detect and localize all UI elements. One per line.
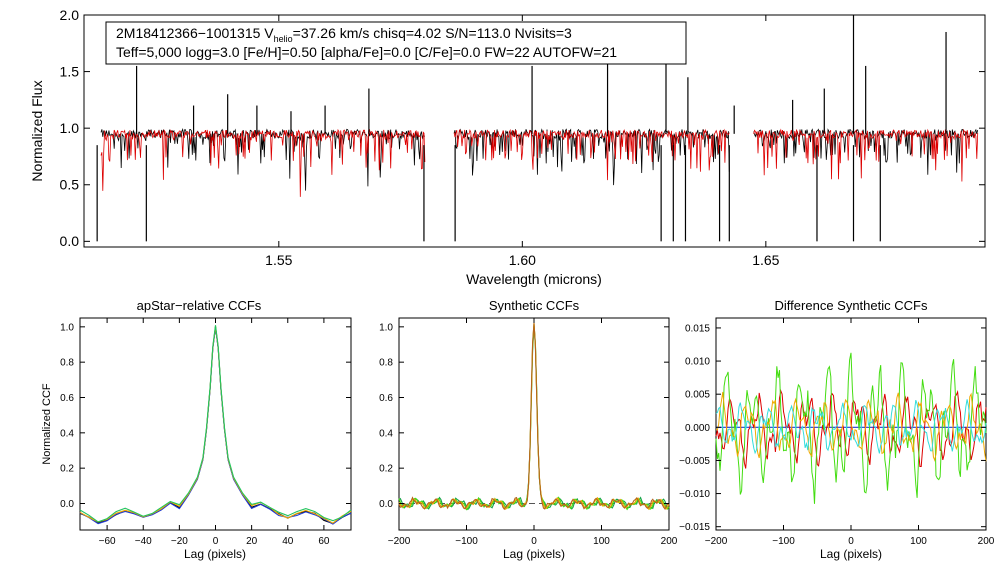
apstar-frame — [79, 317, 352, 531]
synthetic-ticks: −200 −100 0 100 200 0.0 0.2 0.4 0.6 0.8 1.0 — [379, 318, 678, 547]
x-tick-label: 40 — [282, 536, 294, 547]
apstar-ccf-blue — [79, 327, 352, 525]
spectrum-ticks: 1.55 1.60 1.65 0.0 0.5 1.0 1.5 2.0 — [60, 7, 985, 268]
apstar-ccf-black — [79, 326, 352, 525]
synthetic-xlabel: Lag (pixels) — [503, 547, 565, 561]
x-tick-label: −60 — [99, 536, 116, 547]
annotation-velocity: =37.26 km/s chisq=4.02 S/N=113.0 Nvisits… — [293, 25, 572, 41]
synthetic-ccf-brown — [398, 323, 670, 511]
spectrum-lines — [96, 15, 979, 242]
x-tick-label: 100 — [910, 536, 927, 547]
y-tick-label: 0.000 — [685, 423, 710, 434]
y-tick-label: 0.0 — [60, 233, 80, 249]
x-tick-label: 0 — [213, 536, 219, 547]
synthetic-ccf-green2 — [398, 326, 670, 511]
y-tick-label: −0.010 — [679, 489, 710, 500]
apstar-lines — [79, 325, 352, 525]
x-tick-label: 100 — [593, 536, 610, 547]
y-tick-label: −0.005 — [679, 456, 710, 467]
spectrum-xlabel: Wavelength (microns) — [466, 271, 602, 287]
difference-panel: Difference Synthetic CCFs −200 −100 0 100 20… — [679, 298, 995, 561]
annotation-helio-subscript: helio — [274, 34, 293, 44]
y-tick-label: 1.0 — [379, 322, 393, 333]
spectrum-ylabel: Normalized Flux — [29, 80, 45, 181]
y-tick-label: 2.0 — [60, 7, 80, 23]
y-tick-label: −0.015 — [679, 522, 710, 533]
apstar-xlabel: Lag (pixels) — [184, 547, 246, 561]
difference-lines — [715, 352, 987, 504]
y-tick-label: 1.0 — [60, 120, 80, 136]
x-tick-label: 200 — [661, 536, 678, 547]
difference-xlabel: Lag (pixels) — [820, 547, 882, 561]
difference-ticks: −200 −100 0 100 200 −0.015 −0.010 −0.005 0.000 0.… — [679, 318, 995, 547]
synthetic-title: Synthetic CCFs — [489, 298, 580, 313]
annotation-box — [105, 21, 687, 65]
annotation-line-2: Teff=5,000 logg=3.0 [Fe/H]=0.50 [alpha/F… — [116, 44, 617, 60]
annotation-line-1: 2M18412366−1001315 Vhelio=37.26 km/s chi… — [116, 25, 572, 44]
x-tick-label: −40 — [135, 536, 152, 547]
synthetic-ccf-orange — [398, 322, 670, 511]
y-tick-label: 0.0 — [60, 499, 74, 510]
x-tick-label: −100 — [772, 536, 795, 547]
difference-ccf-orange — [715, 391, 987, 462]
annotation-star-id: 2M18412366−1001315 V — [116, 25, 274, 41]
difference-ccf-cyan — [715, 399, 987, 455]
spectrum-red-line — [100, 128, 979, 197]
apstar-title: apStar−relative CCFs — [137, 298, 262, 313]
apstar-panel: apStar−relative CCFs −60 −40 −20 0 20 40 60 0.0… — [41, 298, 352, 561]
synthetic-panel: Synthetic CCFs −200 −100 0 100 200 0.0 0.2 0.4 0… — [379, 298, 678, 561]
y-tick-label: 0.6 — [60, 393, 74, 404]
x-tick-label: 200 — [978, 536, 995, 547]
y-tick-label: 0.010 — [685, 357, 710, 368]
y-tick-label: 0.8 — [379, 358, 393, 369]
x-tick-label: −20 — [171, 536, 188, 547]
y-tick-label: 1.0 — [60, 322, 74, 333]
x-tick-label: 20 — [246, 536, 258, 547]
spectrum-panel: 1.55 1.60 1.65 0.0 0.5 1.0 1.5 2.0 2M18412366−1… — [29, 7, 986, 287]
y-tick-label: 1.5 — [60, 63, 80, 79]
difference-ccf-lime — [715, 352, 987, 504]
synthetic-lines — [398, 322, 670, 511]
x-tick-label: 60 — [318, 536, 330, 547]
y-tick-label: 0.2 — [60, 464, 74, 475]
y-tick-label: 0.2 — [379, 464, 393, 475]
y-tick-label: 0.0 — [379, 499, 393, 510]
y-tick-label: 0.4 — [60, 428, 74, 439]
y-tick-label: 0.8 — [60, 358, 74, 369]
x-tick-label: 1.65 — [752, 252, 779, 268]
x-tick-label: −100 — [455, 536, 478, 547]
y-tick-label: 0.005 — [685, 390, 710, 401]
x-tick-label: −200 — [388, 536, 411, 547]
apstar-ccf-orange — [79, 326, 352, 524]
x-tick-label: 1.55 — [265, 252, 292, 268]
apstar-ccf-green — [79, 325, 352, 523]
apstar-ticks: −60 −40 −20 0 20 40 60 0.0 0.2 0.4 0.6 0.8 1.0 — [60, 318, 351, 547]
y-tick-label: 0.4 — [379, 428, 393, 439]
y-tick-label: 0.5 — [60, 177, 80, 193]
x-tick-label: 0 — [848, 536, 854, 547]
y-tick-label: 0.6 — [379, 393, 393, 404]
x-tick-label: −200 — [705, 536, 728, 547]
y-tick-label: 0.015 — [685, 323, 710, 334]
apstar-ylabel: Normalized CCF — [41, 383, 53, 465]
x-tick-label: 0 — [531, 536, 537, 547]
x-tick-label: 1.60 — [509, 252, 536, 268]
difference-title: Difference Synthetic CCFs — [775, 298, 928, 313]
synthetic-ccf-lime — [398, 324, 670, 511]
spectrum-frame — [83, 14, 986, 248]
